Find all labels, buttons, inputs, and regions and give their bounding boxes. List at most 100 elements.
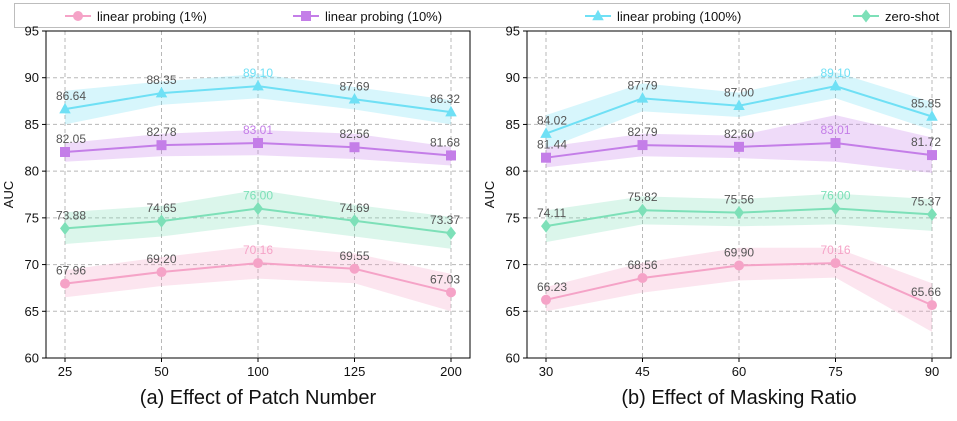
data-point-triangle [59,102,71,114]
data-label: 87.00 [724,86,754,100]
y-tick-label: 90 [25,70,39,85]
data-point-circle [734,260,744,271]
data-label: 86.32 [430,92,460,106]
legend-marker-triangle [592,9,604,21]
legend-marker-circle [73,11,83,21]
data-point-circle [446,287,456,298]
confidence-band [65,189,451,249]
legend-swatch-square [293,11,319,21]
legend-label: linear probing (10%) [325,8,443,24]
data-point-diamond [60,221,70,235]
legend-marker-diamond [861,9,871,23]
data-point-circle [637,273,648,284]
data-label: 73.37 [430,213,460,227]
legend-item-diamond: zero-shot [853,7,939,25]
data-point-square [60,146,70,157]
data-point-triangle [540,127,552,138]
y-tick-label: 60 [25,351,39,366]
data-point-diamond [156,214,167,228]
y-tick-label: 80 [25,164,39,179]
data-point-square [830,138,841,149]
data-label: 70.16 [820,243,850,257]
data-point-square [734,141,744,152]
data-label: 66.23 [537,280,567,294]
y-tick-label: 95 [506,24,520,39]
data-label: 83.01 [243,123,273,137]
data-label: 75.56 [724,193,754,207]
data-point-diamond [253,202,263,216]
chart-title: (a) Effect of Patch Number [140,387,377,409]
data-point-triangle [252,79,264,91]
y-tick-label: 70 [506,257,520,272]
data-label: 69.55 [339,249,369,263]
legend-swatch-triangle [585,9,611,21]
data-point-triangle [636,92,649,103]
data-point-circle [349,263,360,274]
data-label: 86.64 [56,89,86,103]
y-tick-label: 65 [506,304,520,319]
chart-title: (b) Effect of Masking Ratio [621,387,856,409]
data-point-triangle [829,79,842,91]
data-point-diamond [830,202,841,216]
data-point-triangle [926,110,938,121]
data-point-triangle [155,86,168,98]
data-point-square [927,150,937,161]
data-label: 69.90 [724,246,754,260]
data-label: 89.10 [243,66,273,80]
y-tick-label: 85 [506,117,520,132]
confidence-band [546,247,932,332]
data-label: 82.56 [339,127,369,141]
data-label: 87.69 [339,79,369,93]
data-label: 65.66 [911,285,941,299]
legend-swatch-diamond [853,9,879,23]
data-label: 74.11 [537,206,566,220]
data-point-square [446,150,456,161]
x-tick-label: 200 [440,364,462,379]
data-point-triangle [733,99,745,110]
data-label: 89.10 [820,66,850,80]
data-point-diamond [541,219,551,233]
y-tick-label: 65 [25,304,39,319]
data-point-circle [541,294,551,305]
legend-item-square: linear probing (10%) [293,7,442,25]
y-tick-label: 60 [506,351,520,366]
data-label: 70.16 [243,243,273,257]
data-point-circle [156,267,167,278]
data-label: 81.72 [911,135,941,149]
legend-swatch-circle [65,11,91,21]
data-label: 88.35 [146,73,176,87]
x-tick-label: 45 [635,364,649,379]
legend-item-triangle: linear probing (100%) [585,7,741,25]
chart-panel-2: 84.02 87.79 87.00 89.10 85.85 81.44 82.79 82.60… [482,24,952,409]
y-tick-label: 85 [25,117,39,132]
data-point-square [156,140,167,151]
data-label: 74.65 [146,201,176,215]
data-point-square [253,138,263,149]
data-label: 68.56 [627,258,657,272]
chart-panel-1: 86.64 88.35 89.10 87.69 86.32 82.05 82.78 83.01… [1,24,471,409]
data-point-triangle [348,93,361,104]
x-tick-label: 30 [539,364,553,379]
data-label: 82.79 [627,125,657,139]
data-point-circle [60,278,70,289]
legend: linear probing (1%) linear probing (10%) l… [14,3,950,28]
data-label: 76.00 [820,189,850,203]
y-tick-label: 70 [25,257,39,272]
legend-item-circle: linear probing (1%) [65,7,207,25]
data-label: 84.02 [537,114,567,128]
data-point-square [541,152,551,163]
confidence-band [65,73,451,125]
y-tick-label: 75 [25,210,39,225]
data-label: 67.96 [56,264,86,278]
data-label: 82.60 [724,127,754,141]
y-tick-label: 95 [25,24,39,39]
x-tick-label: 125 [344,364,366,379]
data-point-square [349,142,360,153]
x-tick-label: 100 [247,364,269,379]
data-point-circle [830,258,841,269]
data-point-diamond [349,214,360,228]
data-label: 73.88 [56,208,86,222]
x-tick-label: 75 [828,364,842,379]
legend-label: linear probing (1%) [97,8,207,24]
